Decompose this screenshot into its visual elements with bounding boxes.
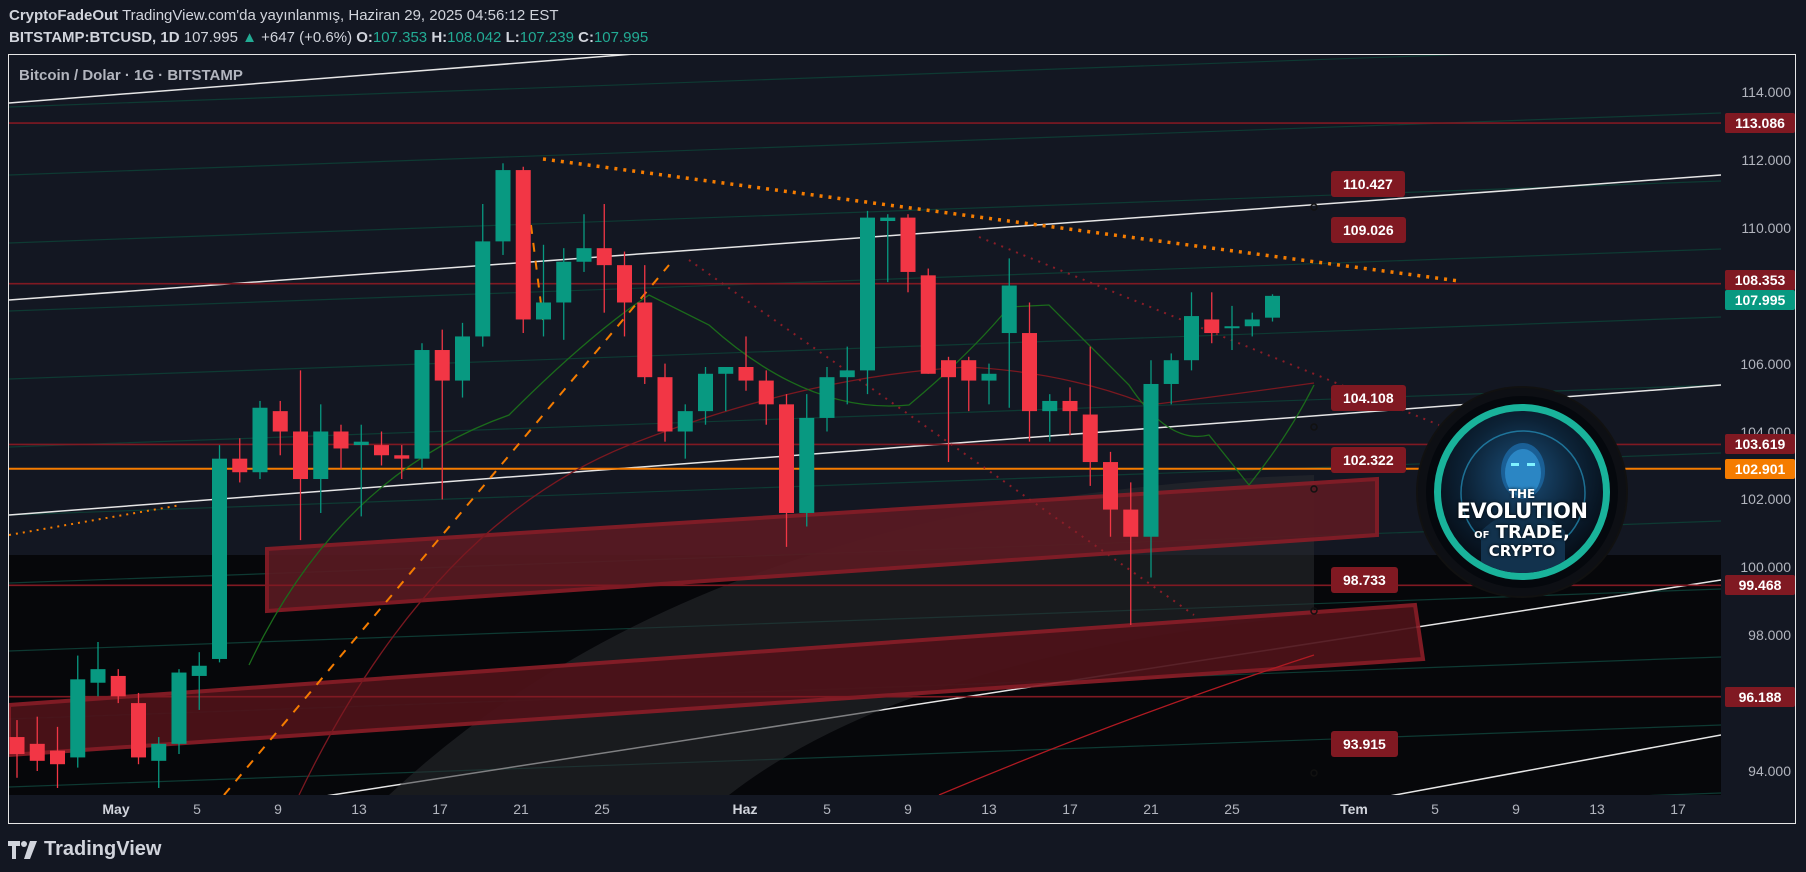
price-level-label: 107.995: [1725, 289, 1795, 310]
price-tick: 114.000: [1741, 84, 1791, 100]
time-tick: 5: [823, 801, 831, 817]
close-label: C:: [578, 29, 594, 46]
chart-frame: Bitcoin / Dolar · 1G · BITSTAMP 110.427 1…: [8, 54, 1796, 824]
time-tick: 5: [1431, 801, 1439, 817]
publish-info: CryptoFadeOut TradingView.com'da yayınla…: [9, 7, 559, 24]
time-tick: 17: [1670, 801, 1686, 817]
logo-text-evolution: EVOLUTION: [1456, 499, 1588, 523]
logo-text-trade: TRADE,: [1495, 522, 1570, 543]
author-name[interactable]: CryptoFadeOut: [9, 7, 119, 24]
chart-legend: Bitcoin / Dolar · 1G · BITSTAMP: [19, 67, 243, 84]
time-tick: 9: [274, 801, 282, 817]
time-tick: Tem: [1340, 801, 1368, 817]
price-callout: 109.026: [1331, 217, 1406, 243]
close-value: 107.995: [593, 29, 649, 46]
open-value: 107.353: [372, 29, 428, 46]
change-value: +647 (+0.6%): [261, 29, 353, 46]
price-tick: 94.000: [1748, 763, 1791, 779]
time-tick: 9: [904, 801, 912, 817]
price-level-label: 113.086: [1725, 113, 1795, 134]
time-tick: May: [102, 801, 130, 817]
time-tick: 13: [351, 801, 367, 817]
candlestick-chart: [9, 55, 1721, 795]
price-callout: 93.915: [1331, 731, 1398, 757]
time-tick: 25: [1224, 801, 1240, 817]
last-price: 107.995: [183, 29, 238, 46]
symbol-info: BITSTAMP:BTCUSD, 1D 107.995 ▲ +647 (+0.6…: [9, 29, 648, 46]
tradingview-brand[interactable]: TradingView: [8, 838, 161, 861]
price-callout: 104.108: [1331, 385, 1406, 411]
low-label: L:: [505, 29, 520, 46]
publish-text: TradingView.com'da yayınlanmış, Haziran …: [122, 7, 559, 24]
price-tick: 102.000: [1740, 491, 1791, 508]
tradingview-brand-text: TradingView: [44, 838, 162, 860]
time-tick: 13: [1589, 801, 1605, 817]
robot-head-icon: [1460, 430, 1586, 573]
time-tick: 5: [193, 801, 201, 817]
time-tick: 21: [1143, 801, 1159, 817]
time-tick: 25: [594, 801, 610, 817]
price-level-label: 99.468: [1725, 575, 1795, 596]
logo-text-of-trade: OF TRADE,: [1441, 522, 1603, 543]
logo-text-of: OF: [1474, 530, 1490, 541]
price-callout: 102.322: [1331, 447, 1406, 473]
price-tick: 100.000: [1740, 559, 1791, 576]
time-tick: Haz: [732, 801, 758, 817]
high-value: 108.042: [447, 29, 502, 46]
price-level-label: 108.353: [1725, 269, 1795, 290]
price-axis[interactable]: 114.000 112.000 110.000 106.000 104.000 102.0…: [1721, 55, 1795, 795]
price-level-label: 102.901: [1725, 458, 1795, 479]
time-axis[interactable]: May 5 9 13 17 21 25 Haz 5 9 13 17 21 25 Tem 5 9 13 17: [9, 795, 1721, 823]
time-tick: 17: [432, 801, 448, 817]
high-label: H:: [431, 29, 448, 46]
price-tick: 112.000: [1741, 151, 1791, 168]
time-tick: 21: [513, 801, 529, 817]
time-tick: 17: [1062, 801, 1078, 817]
open-label: O:: [356, 29, 373, 46]
time-tick: 9: [1512, 801, 1520, 817]
price-callout: 110.427: [1331, 171, 1405, 197]
price-tick: 110.000: [1741, 219, 1791, 236]
logo-inner: THE EVOLUTION OF TRADE, CRYPTO: [1434, 404, 1610, 580]
time-tick: 13: [981, 801, 997, 817]
price-tick: 98.000: [1748, 627, 1791, 644]
price-level-label: 96.188: [1725, 686, 1795, 707]
evolution-of-trade-logo: THE EVOLUTION OF TRADE, CRYPTO: [1418, 388, 1626, 596]
price-level-label: 103.619: [1725, 434, 1795, 455]
change-up-icon: ▲: [242, 29, 257, 46]
low-value: 107.239: [519, 29, 574, 46]
logo-text-the: THE: [1508, 487, 1536, 501]
price-tick: 106.000: [1740, 355, 1791, 372]
chart-plot-area[interactable]: Bitcoin / Dolar · 1G · BITSTAMP 110.427 1…: [9, 55, 1721, 795]
symbol-name: BITSTAMP:BTCUSD, 1D: [9, 29, 180, 46]
price-callout: 98.733: [1331, 567, 1398, 593]
logo-text-crypto: CRYPTO: [1488, 542, 1556, 560]
tradingview-logo-icon: [8, 840, 37, 859]
